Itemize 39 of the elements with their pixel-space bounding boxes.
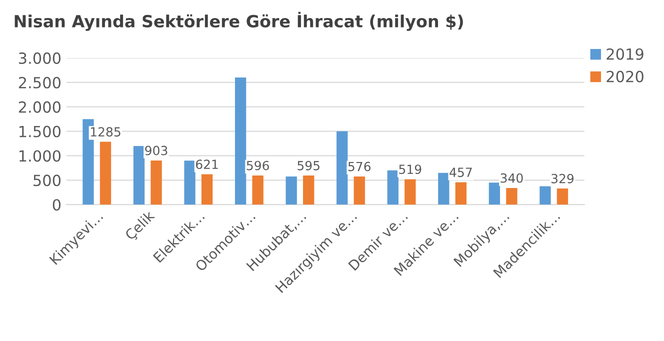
y-tick-label: 0 (52, 199, 61, 211)
bar (540, 186, 551, 205)
bar (252, 175, 264, 205)
data-label: 457 (450, 168, 472, 178)
data-label: 621 (196, 160, 218, 170)
bar (404, 179, 416, 205)
bar (133, 146, 145, 205)
data-label: 329 (552, 174, 574, 184)
bar (488, 182, 500, 205)
data-label: 1285 (90, 127, 120, 137)
bar (234, 78, 246, 205)
legend-label: 2019 (606, 48, 644, 60)
y-tick-label: 1.500 (19, 126, 61, 138)
bar (303, 176, 314, 205)
bar (286, 176, 297, 205)
y-tick-label: 500 (34, 174, 61, 186)
bar (556, 188, 568, 205)
bar (100, 142, 112, 205)
legend-label: 2020 (606, 70, 644, 82)
bar (336, 131, 348, 205)
chart-title: Nisan Ayında Sektörlere Göre İhracat (milyon $) (14, 12, 463, 31)
data-label: 519 (399, 164, 422, 174)
y-tick-label: 2.500 (18, 76, 61, 88)
data-label: 340 (500, 173, 523, 183)
y-tick-label: 1.000 (19, 150, 61, 162)
bar (438, 172, 450, 205)
data-label: 596 (246, 160, 269, 170)
bar (387, 170, 398, 205)
bar (506, 188, 518, 205)
data-label: 903 (145, 146, 168, 156)
bar (201, 174, 213, 205)
y-tick-label: 3.000 (18, 52, 61, 64)
bar (184, 160, 196, 205)
data-label: 576 (348, 162, 371, 172)
y-tick-label: 2.000 (18, 101, 61, 113)
bar (150, 160, 162, 205)
bar (354, 176, 365, 205)
data-label: 595 (298, 160, 320, 170)
bar (455, 182, 467, 205)
